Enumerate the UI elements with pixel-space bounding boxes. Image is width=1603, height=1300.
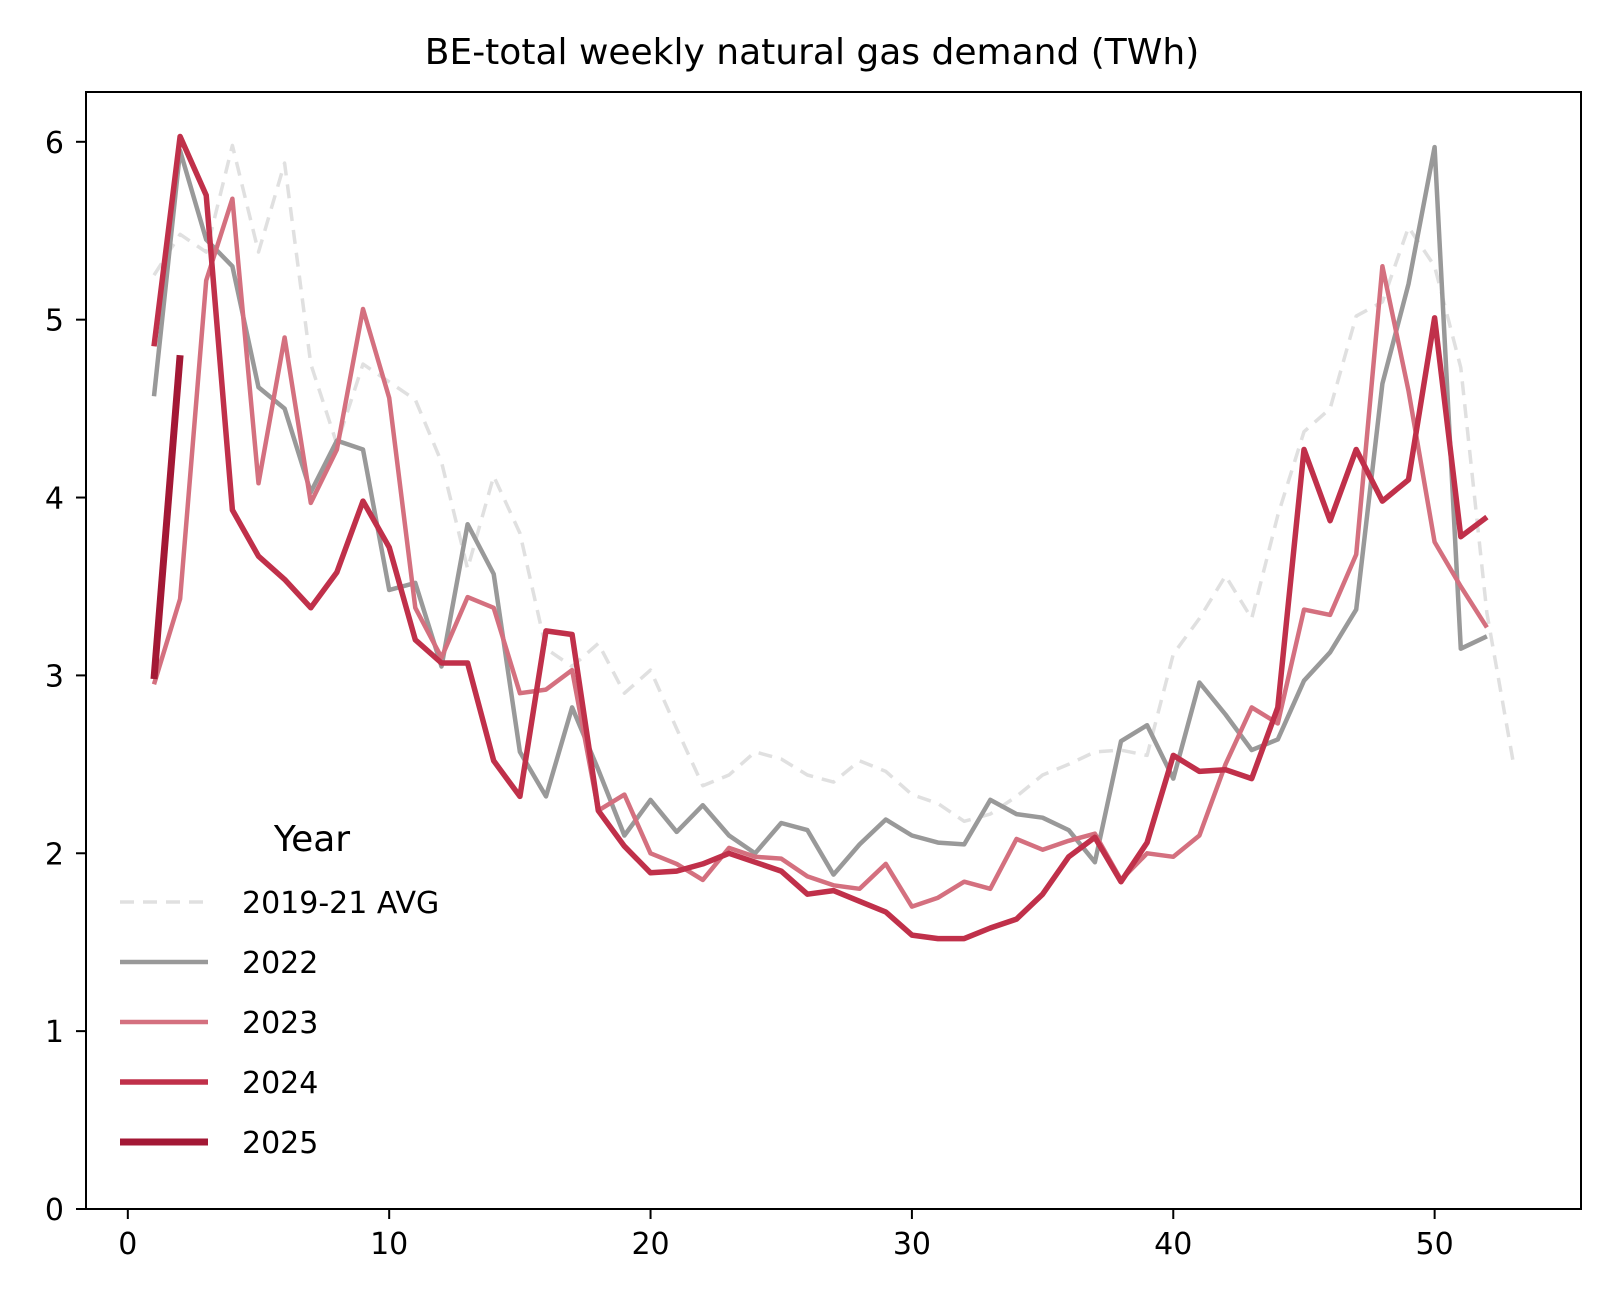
legend-title: Year bbox=[273, 819, 350, 860]
x-tick-label: 50 bbox=[1416, 1227, 1454, 1262]
y-tick-label: 1 bbox=[45, 1015, 64, 1050]
legend: Year 2019-21 AVG 2022 2023 2024 2025 bbox=[120, 819, 439, 1161]
legend-label: 2024 bbox=[242, 1066, 318, 1101]
series-line-2023 bbox=[151, 196, 1489, 909]
series-line-2025 bbox=[150, 354, 184, 680]
y-tick-label: 5 bbox=[45, 304, 64, 339]
legend-label: 2023 bbox=[242, 1006, 318, 1041]
chart-title: BE-total weekly natural gas demand (TWh) bbox=[425, 32, 1200, 73]
series-line-2019-21-avg bbox=[152, 143, 1515, 824]
x-tick-label: 30 bbox=[893, 1227, 931, 1262]
legend-label: 2025 bbox=[242, 1126, 318, 1161]
x-tick-label: 20 bbox=[631, 1227, 669, 1262]
series-line-2022 bbox=[151, 144, 1488, 877]
x-axis: 0 10 20 30 40 50 bbox=[118, 1209, 1454, 1262]
y-tick-label: 6 bbox=[45, 126, 64, 161]
x-tick-label: 0 bbox=[118, 1227, 137, 1262]
legend-label: 2022 bbox=[242, 946, 318, 981]
y-tick-label: 0 bbox=[45, 1193, 64, 1228]
series-line-2024 bbox=[151, 133, 1489, 942]
legend-label: 2019-21 AVG bbox=[242, 886, 439, 921]
x-tick-label: 10 bbox=[370, 1227, 408, 1262]
plot-area-frame bbox=[85, 91, 1582, 1210]
y-tick-label: 2 bbox=[45, 837, 64, 872]
y-tick-label: 3 bbox=[45, 659, 64, 694]
y-tick-label: 4 bbox=[45, 482, 64, 517]
y-axis: 0 1 2 3 4 5 6 bbox=[45, 126, 86, 1228]
x-tick-label: 40 bbox=[1154, 1227, 1192, 1262]
series-layer bbox=[150, 133, 1515, 942]
